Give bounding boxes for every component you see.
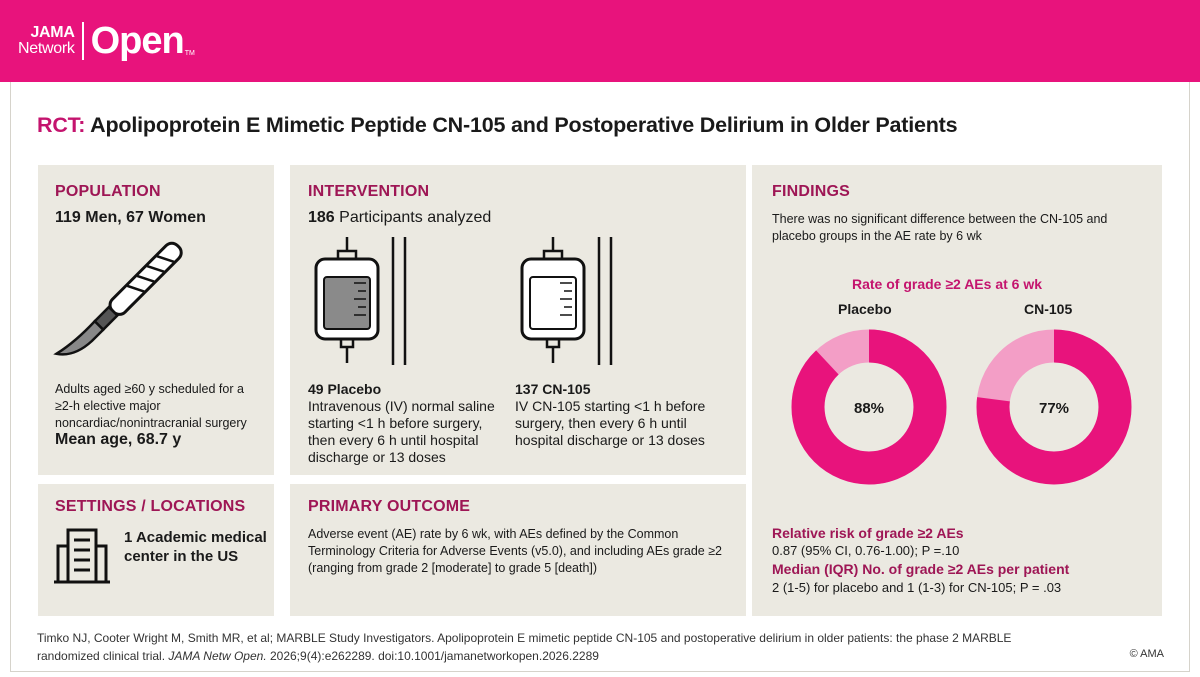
settings-text: 1 Academic medical center in the US: [124, 529, 267, 565]
logo-jama: JAMA: [30, 24, 75, 41]
cn105-arm: 137 CN-105 IV CN-105 starting <1 h befor…: [515, 381, 715, 449]
building-icon: [54, 528, 110, 584]
title-tag: RCT:: [37, 113, 86, 137]
participants-analyzed: 186 Participants analyzed: [308, 209, 491, 227]
median-title: Median (IQR) No. of grade ≥2 AEs per pat…: [772, 561, 1070, 577]
population-heading: POPULATION: [55, 183, 161, 200]
scalpel-icon: [53, 241, 183, 356]
rr-value: 0.87 (95% CI, 0.76-1.00); P =.10: [772, 543, 960, 558]
participants-label: Participants analyzed: [334, 209, 492, 226]
intervention-panel: INTERVENTION 186 Participants analyzed 4…: [290, 165, 746, 475]
cn105-label: CN-105: [538, 381, 591, 397]
placebo-label: Placebo: [323, 381, 382, 397]
placebo-arm: 49 Placebo Intravenous (IV) normal salin…: [308, 381, 508, 466]
logo-network: Network: [18, 40, 75, 57]
outcome-text: Adverse event (AE) rate by 6 wk, with AE…: [308, 527, 723, 575]
donut-arc-1: [976, 329, 1132, 485]
content-frame: [10, 82, 1190, 672]
chart-title: Rate of grade ≥2 AEs at 6 wk: [852, 276, 1043, 292]
copyright: © AMA: [1129, 648, 1164, 660]
findings-heading: FINDINGS: [772, 183, 851, 200]
citation-journal: JAMA Netw Open.: [168, 649, 267, 663]
population-description: Adults aged ≥60 y scheduled for a ≥2-h e…: [55, 382, 247, 430]
settings-panel: SETTINGS / LOCATIONS 1 Academic medical …: [38, 484, 274, 616]
donut-chart: 88% 77%: [791, 329, 1132, 485]
logo-open: Open: [90, 19, 185, 62]
median-value: 2 (1-5) for placebo and 1 (1-3) for CN-1…: [772, 580, 1062, 595]
placebo-description: Intravenous (IV) normal saline starting …: [308, 398, 495, 465]
population-panel: POPULATION 119 Men, 67 Women Adults aged…: [38, 165, 274, 475]
outcome-heading: PRIMARY OUTCOME: [308, 498, 471, 515]
rr-title: Relative risk of grade ≥2 AEs: [772, 525, 964, 541]
citation: Timko NJ, Cooter Wright M, Smith MR, et …: [37, 629, 1077, 665]
cn105-description: IV CN-105 starting <1 h before surgery, …: [515, 398, 706, 448]
iv-bag-cn105-icon: [520, 237, 613, 365]
header-bar: JAMA Network Open TM: [0, 0, 1200, 82]
findings-text: There was no significant difference betw…: [772, 212, 1108, 243]
donut-label-placebo: Placebo: [838, 301, 892, 317]
journal-logo: JAMA Network Open TM: [18, 16, 195, 66]
iv-bag-placebo-icon: [314, 237, 407, 365]
logo-tm: TM: [184, 49, 195, 57]
logo-divider: [81, 22, 84, 60]
mean-age: Mean age, 68.7 y: [55, 431, 182, 448]
page-title: RCT: Apolipoprotein E Mimetic Peptide CN…: [37, 113, 958, 138]
placebo-number: 49: [308, 381, 324, 397]
findings-panel: FINDINGS There was no significant differ…: [752, 165, 1162, 616]
donut-label-cn105: CN-105: [1024, 301, 1073, 317]
donut-value-1: 77%: [1039, 400, 1069, 417]
participants-count: 186: [308, 209, 335, 226]
intervention-heading: INTERVENTION: [308, 183, 430, 200]
population-subtitle: 119 Men, 67 Women: [55, 209, 206, 226]
settings-heading: SETTINGS / LOCATIONS: [55, 498, 246, 515]
donut-value-0: 88%: [854, 400, 884, 417]
cn105-title: 137 CN-105: [515, 381, 715, 398]
outcome-panel: PRIMARY OUTCOME Adverse event (AE) rate …: [290, 484, 746, 616]
cn105-number: 137: [515, 381, 539, 397]
donut-arc-0: [791, 329, 947, 485]
citation-a: Timko NJ, Cooter Wright M, Smith MR, et …: [37, 631, 1012, 663]
citation-b: 2026;9(4):e262289. doi:10.1001/jamanetwo…: [266, 649, 599, 663]
placebo-title: 49 Placebo: [308, 381, 508, 398]
title-text: Apolipoprotein E Mimetic Peptide CN-105 …: [85, 113, 958, 137]
